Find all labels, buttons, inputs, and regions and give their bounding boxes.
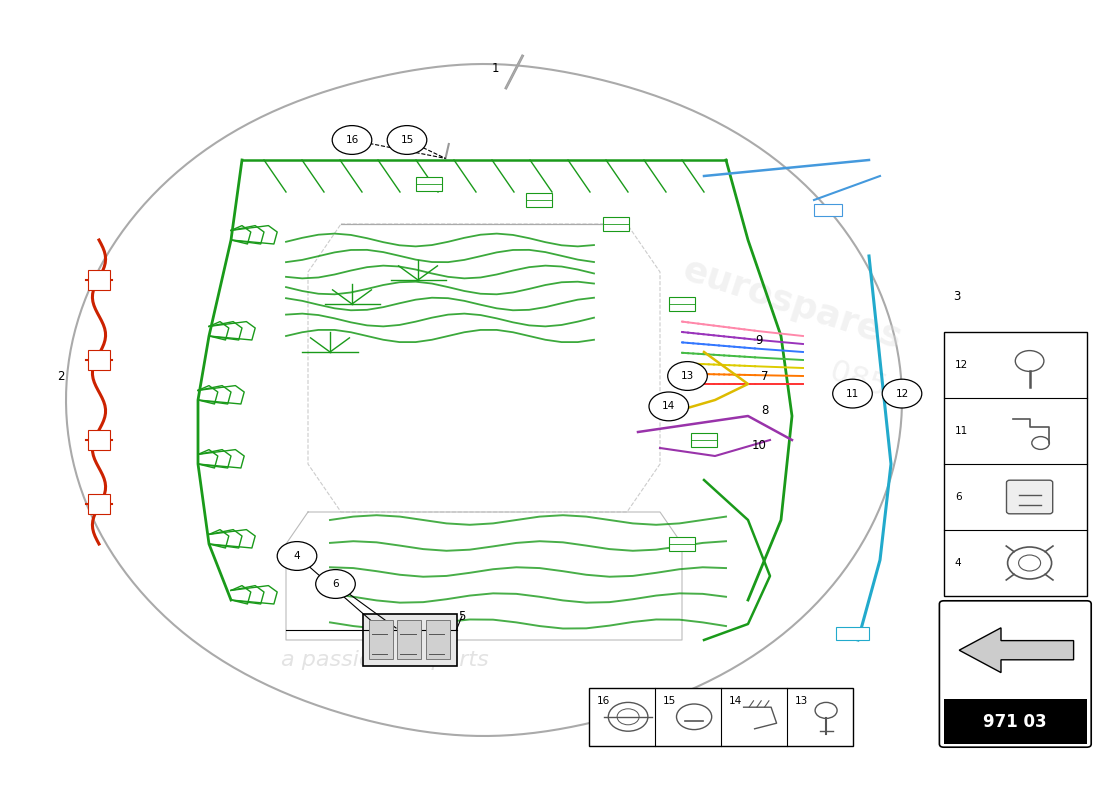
Text: 8: 8 <box>761 404 768 417</box>
Text: 10: 10 <box>751 439 767 452</box>
Text: 13: 13 <box>795 696 808 706</box>
Circle shape <box>882 379 922 408</box>
FancyBboxPatch shape <box>669 297 695 311</box>
FancyBboxPatch shape <box>1006 480 1053 514</box>
FancyBboxPatch shape <box>588 688 852 746</box>
Text: 15: 15 <box>400 135 414 145</box>
Text: 12: 12 <box>955 360 968 370</box>
Text: 1: 1 <box>492 62 498 74</box>
FancyBboxPatch shape <box>88 270 110 290</box>
FancyBboxPatch shape <box>368 620 393 659</box>
FancyBboxPatch shape <box>397 620 421 659</box>
FancyBboxPatch shape <box>88 430 110 450</box>
Circle shape <box>387 126 427 154</box>
Text: 14: 14 <box>662 402 675 411</box>
Text: 13: 13 <box>681 371 694 381</box>
FancyBboxPatch shape <box>88 350 110 370</box>
FancyBboxPatch shape <box>836 627 869 640</box>
Text: 11: 11 <box>846 389 859 398</box>
Circle shape <box>833 379 872 408</box>
Text: 085: 085 <box>826 358 890 402</box>
FancyBboxPatch shape <box>814 204 842 216</box>
Text: 7: 7 <box>761 370 768 382</box>
Polygon shape <box>66 64 902 736</box>
FancyBboxPatch shape <box>944 332 1087 596</box>
Text: 4: 4 <box>955 558 961 568</box>
Text: 3: 3 <box>954 290 960 302</box>
FancyBboxPatch shape <box>416 177 442 191</box>
FancyBboxPatch shape <box>939 601 1091 747</box>
Circle shape <box>332 126 372 154</box>
Text: a passion for parts: a passion for parts <box>282 650 488 670</box>
Text: 14: 14 <box>729 696 743 706</box>
Text: 9: 9 <box>756 334 762 346</box>
Text: 11: 11 <box>955 426 968 436</box>
Text: 4: 4 <box>294 551 300 561</box>
Text: 6: 6 <box>955 492 961 502</box>
FancyBboxPatch shape <box>603 217 629 231</box>
FancyBboxPatch shape <box>691 433 717 447</box>
FancyBboxPatch shape <box>363 614 456 666</box>
Text: 12: 12 <box>895 389 909 398</box>
FancyBboxPatch shape <box>669 537 695 551</box>
Text: 6: 6 <box>332 579 339 589</box>
Circle shape <box>668 362 707 390</box>
Circle shape <box>277 542 317 570</box>
Text: 971 03: 971 03 <box>983 713 1047 730</box>
Circle shape <box>649 392 689 421</box>
FancyBboxPatch shape <box>88 494 110 514</box>
FancyBboxPatch shape <box>944 699 1087 744</box>
Text: 16: 16 <box>345 135 359 145</box>
FancyBboxPatch shape <box>526 193 552 207</box>
Text: 16: 16 <box>597 696 611 706</box>
Text: eurospares: eurospares <box>678 253 906 355</box>
Text: 2: 2 <box>57 370 64 382</box>
Text: 5: 5 <box>459 610 465 622</box>
Circle shape <box>316 570 355 598</box>
Text: 15: 15 <box>663 696 676 706</box>
FancyBboxPatch shape <box>426 620 450 659</box>
Polygon shape <box>959 628 1074 673</box>
